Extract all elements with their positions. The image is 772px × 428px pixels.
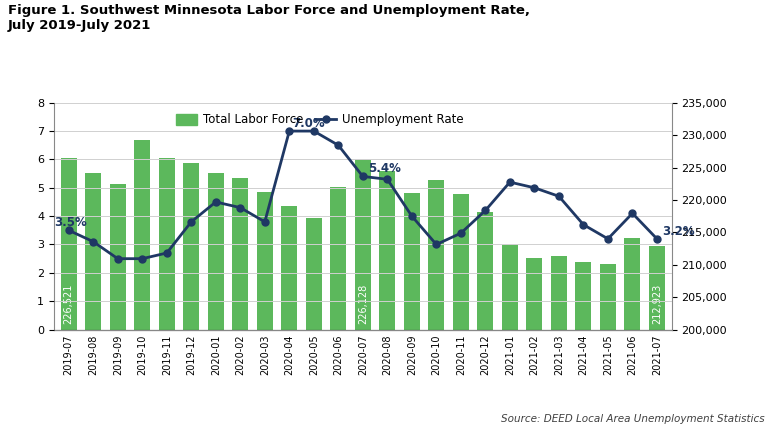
Bar xyxy=(600,264,616,428)
Bar xyxy=(502,245,518,428)
Text: Figure 1. Southwest Minnesota Labor Force and Unemployment Rate,
July 2019-July : Figure 1. Southwest Minnesota Labor Forc… xyxy=(8,4,530,32)
Bar xyxy=(379,172,395,428)
Bar xyxy=(134,140,151,428)
Bar xyxy=(159,158,174,428)
Text: 226,521: 226,521 xyxy=(64,284,74,324)
Text: 7.0%: 7.0% xyxy=(292,117,324,130)
Bar xyxy=(551,256,567,428)
Text: 3.5%: 3.5% xyxy=(54,216,86,229)
Bar xyxy=(355,160,371,428)
Bar xyxy=(61,158,76,428)
Bar xyxy=(306,218,322,428)
Bar xyxy=(281,206,297,428)
Bar xyxy=(428,180,445,428)
Bar xyxy=(649,246,665,428)
Bar xyxy=(527,258,543,428)
Text: 212,923: 212,923 xyxy=(652,284,662,324)
Bar xyxy=(183,163,199,428)
Bar xyxy=(477,212,493,428)
Bar xyxy=(330,187,347,428)
Text: Source: DEED Local Area Unemployment Statistics: Source: DEED Local Area Unemployment Sta… xyxy=(501,414,764,424)
Bar xyxy=(85,173,101,428)
Bar xyxy=(625,238,641,428)
Bar xyxy=(453,194,469,428)
Text: 226,128: 226,128 xyxy=(358,284,367,324)
Bar xyxy=(232,178,249,428)
Bar xyxy=(404,193,420,428)
Bar xyxy=(575,262,591,428)
Text: 5.4%: 5.4% xyxy=(367,162,401,175)
Bar xyxy=(257,191,273,428)
Bar xyxy=(110,184,126,428)
Legend: Total Labor Force, Unemployment Rate: Total Labor Force, Unemployment Rate xyxy=(171,109,469,131)
Bar xyxy=(208,173,224,428)
Text: 3.2%: 3.2% xyxy=(662,225,695,238)
